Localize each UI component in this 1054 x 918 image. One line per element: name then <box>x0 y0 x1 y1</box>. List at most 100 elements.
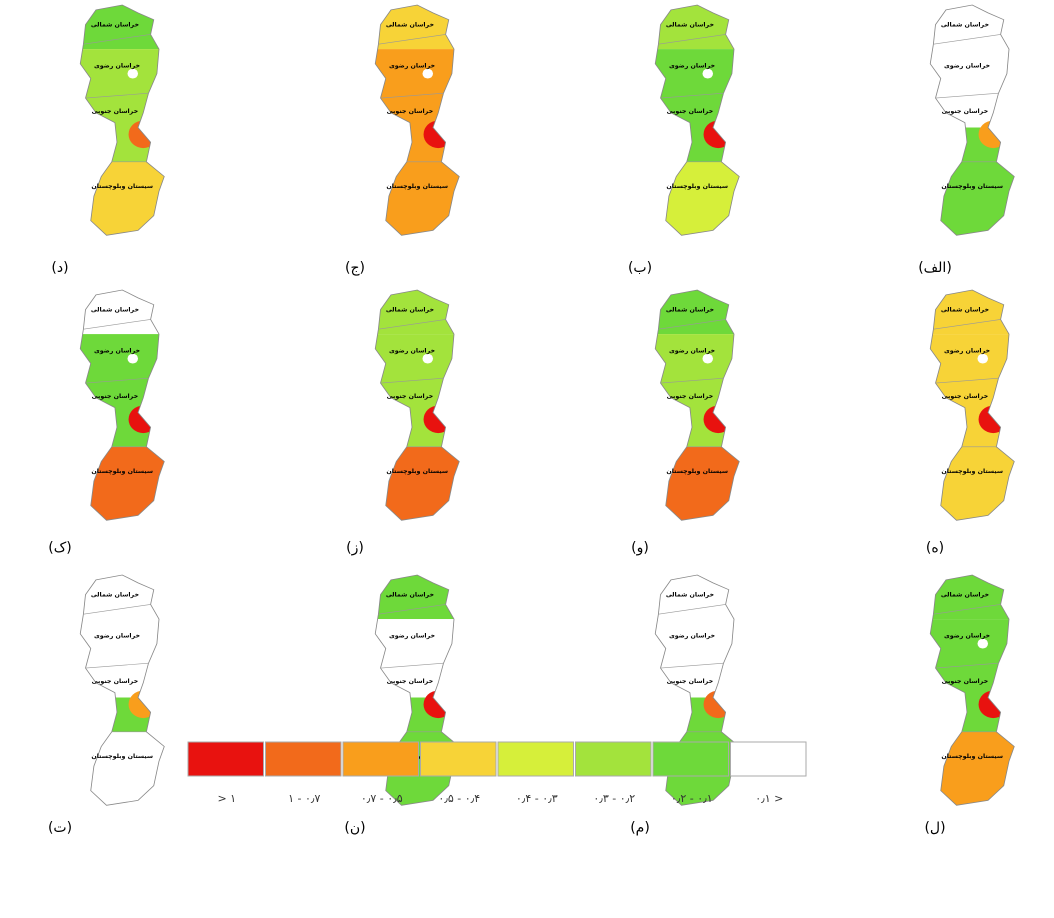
region-label: خراسان جنوبی <box>387 393 433 400</box>
region-label: سیستان وبلوچستان <box>91 468 153 475</box>
region-label: خراسان شمالی <box>666 22 714 29</box>
region-label: خراسان جنوبی <box>667 108 713 115</box>
hotspot <box>979 691 1008 718</box>
region <box>370 447 465 525</box>
region <box>370 162 465 240</box>
region-label: سیستان وبلوچستان <box>666 468 728 475</box>
region <box>925 128 1020 162</box>
hotspot <box>424 406 453 433</box>
hole <box>703 69 714 79</box>
region <box>75 49 170 127</box>
figure: خراسان شمالی خراسان رضوی خراسان جنوبی سیستا… <box>0 0 1054 918</box>
legend-swatch <box>266 742 342 776</box>
region <box>75 732 170 810</box>
panel-label: (م) <box>630 820 650 836</box>
region-label: خراسان جنوبی <box>387 678 433 685</box>
hole <box>703 354 714 364</box>
map-fill <box>370 5 465 240</box>
region <box>650 162 745 240</box>
region <box>370 413 465 447</box>
legend-label: ۰٫۱ > <box>755 792 783 805</box>
region-label: خراسان شمالی <box>91 592 139 599</box>
hotspot <box>704 691 733 718</box>
region-label: سیستان وبلوچستان <box>386 468 448 475</box>
region-label: خراسان شمالی <box>386 307 434 314</box>
region-label: خراسان جنوبی <box>942 108 988 115</box>
legend-label: ۱ - ۰٫۷ <box>288 792 320 805</box>
region <box>925 732 1020 810</box>
region-label: خراسان رضوی <box>389 633 435 640</box>
legend-swatch <box>498 742 574 776</box>
region <box>370 128 465 162</box>
region-label: خراسان رضوی <box>944 633 990 640</box>
region-label: خراسان شمالی <box>666 307 714 314</box>
hole <box>423 354 434 364</box>
map-fill <box>650 5 745 240</box>
region-label: خراسان جنوبی <box>387 108 433 115</box>
region-label: خراسان جنوبی <box>92 678 138 685</box>
panel-label: (ه) <box>926 540 944 556</box>
hotspot <box>424 691 453 718</box>
map: خراسان شمالی خراسان رضوی خراسان جنوبی سیستا… <box>370 290 465 525</box>
region <box>650 334 745 412</box>
region-label: خراسان شمالی <box>941 307 989 314</box>
hole <box>703 639 714 649</box>
region-label: خراسان شمالی <box>91 22 139 29</box>
hotspot <box>704 121 733 148</box>
region-label: خراسان شمالی <box>941 592 989 599</box>
region <box>75 162 170 240</box>
region-label: سیستان وبلوچستان <box>386 183 448 190</box>
region-label: خراسان شمالی <box>91 307 139 314</box>
region <box>650 447 745 525</box>
map: خراسان شمالی خراسان رضوی خراسان جنوبی سیستا… <box>370 5 465 240</box>
hole <box>128 69 139 79</box>
region-label: خراسان رضوی <box>389 63 435 70</box>
region <box>925 413 1020 447</box>
map-fill <box>75 290 170 525</box>
hole <box>128 354 139 364</box>
region <box>370 698 465 732</box>
region <box>925 447 1020 525</box>
panel-label: (ب) <box>628 260 652 276</box>
region-label: خراسان شمالی <box>941 22 989 29</box>
region-label: سیستان وبلوچستان <box>666 183 728 190</box>
region-label: خراسان شمالی <box>666 592 714 599</box>
region <box>650 413 745 447</box>
map-fill <box>925 290 1020 525</box>
map-fill <box>650 290 745 525</box>
legend-label: ۰٫۲ - ۰٫۱ <box>671 792 713 805</box>
region <box>650 698 745 732</box>
region-label: سیستان وبلوچستان <box>941 183 1003 190</box>
map: خراسان شمالیخراسان رضویخراسان جنوبیسیستا… <box>75 290 170 525</box>
region <box>370 334 465 412</box>
legend-label: ۰٫۵ - ۰٫۴ <box>438 792 480 805</box>
region-label: خراسان رضوی <box>94 348 140 355</box>
region-label: خراسان جنوبی <box>942 678 988 685</box>
region-label: خراسان شمالی <box>386 22 434 29</box>
region-label: سیستان وبلوچستان <box>941 468 1003 475</box>
panel-label: (ج) <box>345 260 365 276</box>
region-label: خراسان رضوی <box>669 63 715 70</box>
region-label: خراسان رضوی <box>94 633 140 640</box>
hotspot <box>979 121 1008 148</box>
legend-label: ۰٫۴ - ۰٫۳ <box>516 792 558 805</box>
map-fill <box>75 575 170 810</box>
legend-swatch <box>421 742 497 776</box>
map-fill <box>925 5 1020 240</box>
hotspot <box>979 406 1008 433</box>
legend-swatch <box>343 742 419 776</box>
region <box>925 698 1020 732</box>
region-label: سیستان وبلوچستان <box>91 183 153 190</box>
region <box>925 49 1020 127</box>
region <box>75 619 170 697</box>
region-label: خراسان رضوی <box>389 348 435 355</box>
region <box>650 128 745 162</box>
region <box>370 619 465 697</box>
panel-label: (ک) <box>48 540 71 556</box>
region-label: سیستان وبلوچستان <box>91 753 153 760</box>
panel-label: (ت) <box>48 820 72 836</box>
hotspot <box>704 406 733 433</box>
region-label: خراسان رضوی <box>94 63 140 70</box>
